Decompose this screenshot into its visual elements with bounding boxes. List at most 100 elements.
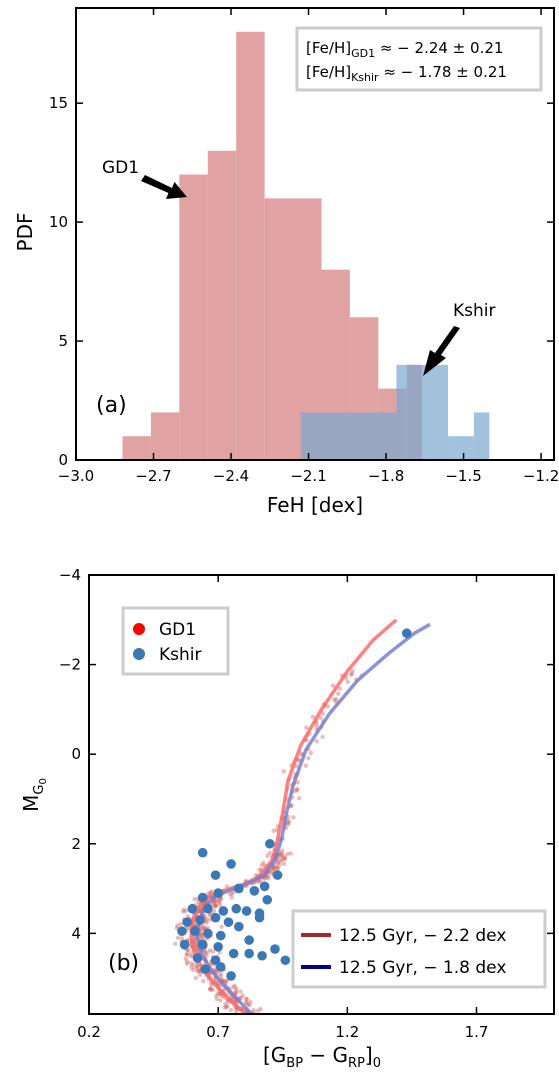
isochrone-lines [189, 618, 431, 1014]
kshir-point-1 [210, 870, 221, 880]
gd1-point [314, 739, 319, 744]
kshir-point-12 [203, 903, 213, 914]
gd1-point [173, 941, 178, 947]
gd1-point [248, 999, 253, 1005]
gd1-point [189, 951, 194, 956]
gd1-point [285, 851, 290, 857]
gd1-point [289, 803, 294, 808]
gd1-point [280, 853, 285, 859]
gd1-point [185, 947, 191, 953]
gd1-point [227, 891, 233, 896]
gd1-point [218, 896, 224, 901]
gd1-point [230, 984, 236, 990]
gd1-point [238, 995, 244, 1001]
legend-line-a-label: 12.5 Gyr, − 2.2 dex [339, 926, 506, 946]
gd1-point [218, 972, 224, 977]
gd1-point [193, 975, 199, 981]
gd1-point [188, 961, 194, 966]
gd1-point [216, 899, 222, 904]
gd1-point [207, 913, 212, 918]
gd1-point [281, 861, 287, 867]
histogram-y-tick-label: 0 [58, 451, 68, 469]
gd1-bar-2 [179, 174, 208, 461]
cmd-y-tick-label: −2 [59, 656, 81, 674]
gd1-point [267, 850, 272, 856]
kshir-point-38 [200, 964, 211, 975]
gd1-point [175, 923, 180, 928]
gd1-point [190, 967, 196, 973]
gd1-point [295, 780, 300, 785]
gd1-point [275, 866, 281, 872]
gd1-point [214, 993, 219, 999]
kshir-bar-2 [396, 364, 423, 460]
gd1-bars [122, 31, 423, 461]
kshir-point-24 [203, 928, 213, 939]
cmd-x-axis-label: [GBP − GRP]0 [263, 1043, 381, 1071]
gd1-point [185, 959, 190, 964]
gd1-bar-3 [207, 150, 237, 460]
cmd-x-tick-label: 1.2 [335, 1023, 359, 1041]
gd1-point [212, 900, 218, 905]
cmd-y-tick-label: 2 [71, 835, 81, 853]
gd1-point [282, 855, 288, 860]
histogram-x-tick-label: −1.5 [445, 467, 481, 485]
gd1-point [210, 987, 216, 993]
gd1-point [281, 769, 286, 774]
gd1-point [218, 998, 223, 1003]
gd1-point [207, 948, 213, 953]
gd1-point [224, 978, 230, 984]
legend-gd1-label: GD1 [159, 620, 196, 640]
kshir-point-25 [215, 930, 226, 941]
kshir-point-19 [210, 912, 221, 923]
gd1-point [205, 891, 211, 896]
gd1-point [229, 891, 235, 897]
kshir-point-10 [262, 894, 273, 905]
gd1-point [286, 819, 292, 825]
cmd-y-axis-label: MG0 [19, 778, 49, 812]
kshir-point-33 [210, 955, 221, 966]
kshir-point-9 [249, 886, 260, 896]
kshir-point-23 [190, 926, 200, 936]
gd1-point [270, 866, 276, 871]
gd1-point [203, 951, 208, 956]
gd1-point [200, 935, 205, 940]
gd1-bar-1 [150, 412, 180, 460]
gd1-point [296, 796, 302, 801]
kshir-point-39 [215, 962, 226, 972]
gd1-point [271, 828, 276, 833]
gd1-point [294, 787, 300, 793]
gd1-point [320, 711, 326, 716]
gd1-point [261, 860, 266, 865]
gd1-point [288, 851, 293, 856]
isochrone-legend-box [291, 909, 547, 989]
gd1-point [258, 1006, 263, 1012]
gd1-point [243, 1001, 249, 1006]
gd1-point [310, 714, 316, 720]
gd1-point [295, 786, 300, 792]
gd1-bar-4 [236, 31, 265, 460]
kshir-point-11 [187, 903, 198, 914]
gd1-point [345, 679, 350, 685]
gd1-point [183, 956, 189, 961]
gd1-point [199, 931, 204, 937]
kshir-annotation-arrow [423, 326, 460, 376]
gd1-point [188, 954, 193, 959]
gd1-point [195, 968, 200, 974]
gd1-point [214, 996, 220, 1002]
gd1-point [279, 850, 285, 856]
kshir-bar-0 [300, 412, 366, 460]
gd1-point [205, 917, 210, 923]
gd1-point [244, 999, 249, 1005]
histogram-plot-frame [75, 7, 555, 461]
histogram-x-tick-label: −2.1 [290, 467, 326, 485]
gd1-point [330, 683, 336, 688]
gd1-point [213, 903, 219, 908]
gd1-point [244, 996, 249, 1001]
gd1-point [279, 848, 285, 853]
kshir-point-32 [192, 953, 203, 963]
kshir-points [177, 628, 412, 981]
gd1-point [191, 963, 196, 968]
gd1-point [204, 920, 209, 925]
gd1-point [208, 987, 214, 992]
